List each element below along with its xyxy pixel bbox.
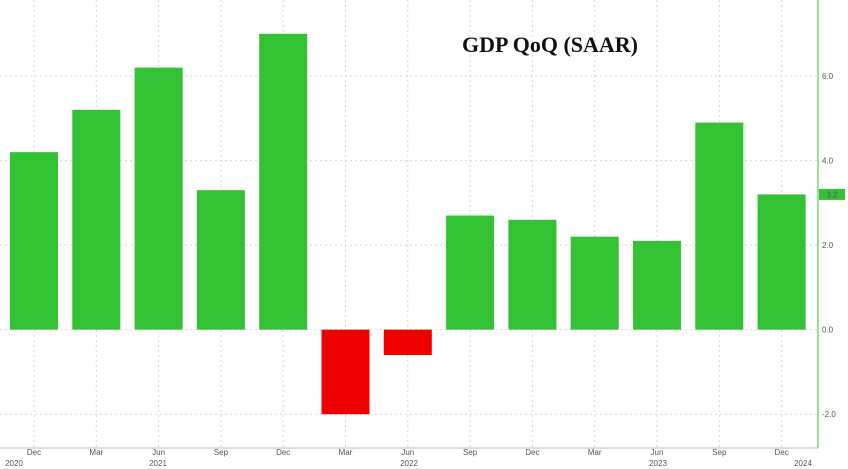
x-tick-year-label: 2021 <box>149 459 167 468</box>
bar-dec-2023 <box>757 194 806 330</box>
x-tick-month-label: Sep <box>463 448 478 457</box>
x-tick-year-label: 2020 <box>5 459 23 468</box>
x-tick-month-label: Mar <box>588 448 602 457</box>
chart-title: GDP QoQ (SAAR) <box>462 32 638 57</box>
bar-sep-2022 <box>446 215 495 330</box>
bar-sep-2021 <box>196 190 245 330</box>
x-tick-month-label: Jun <box>401 448 414 457</box>
x-tick-month-label: Dec <box>27 448 41 457</box>
bars <box>10 33 806 415</box>
last-value-label: 3.2 <box>826 190 838 199</box>
x-tick-year-label: 2023 <box>649 459 667 468</box>
y-axis-ticks: 6.0 4.0 2.0 0.0 -2.0 <box>822 72 836 419</box>
x-tick-month-label: Jun <box>651 448 664 457</box>
x-tick-year-label: 2022 <box>400 459 418 468</box>
bar-mar-2023 <box>570 236 619 330</box>
y-tick-label: -2.0 <box>822 410 836 419</box>
bar-dec-2020 <box>10 152 58 330</box>
x-tick-month-label: Jun <box>152 448 165 457</box>
last-value-badge: 3.2 <box>819 188 845 200</box>
x-tick-year-label: 2024 <box>794 459 812 468</box>
bar-mar-2021 <box>72 109 121 330</box>
x-tick-month-label: Dec <box>276 448 290 457</box>
last-value-background <box>819 188 845 200</box>
y-tick-label: 6.0 <box>822 72 834 81</box>
bar-jun-2023 <box>633 240 681 330</box>
bar-dec-2022 <box>508 219 557 330</box>
x-tick-month-label: Mar <box>339 448 353 457</box>
x-tick-month-label: Dec <box>774 448 788 457</box>
x-tick-month-label: Sep <box>712 448 727 457</box>
y-tick-label: 0.0 <box>822 326 834 335</box>
x-axis-ticks: Dec Mar Jun Sep Dec Mar Jun Sep Dec Mar Jun Sep Dec 2… <box>5 448 812 468</box>
y-tick-label: 4.0 <box>822 157 834 166</box>
x-tick-month-label: Mar <box>89 448 103 457</box>
bar-jun-2021 <box>134 67 183 330</box>
y-tick-label: 2.0 <box>822 241 834 250</box>
bar-dec-2021 <box>259 33 308 330</box>
x-tick-month-label: Dec <box>525 448 539 457</box>
bar-jun-2022 <box>383 329 432 356</box>
bar-mar-2022 <box>321 329 370 415</box>
x-tick-month-label: Sep <box>214 448 229 457</box>
bar-sep-2023 <box>695 122 744 330</box>
